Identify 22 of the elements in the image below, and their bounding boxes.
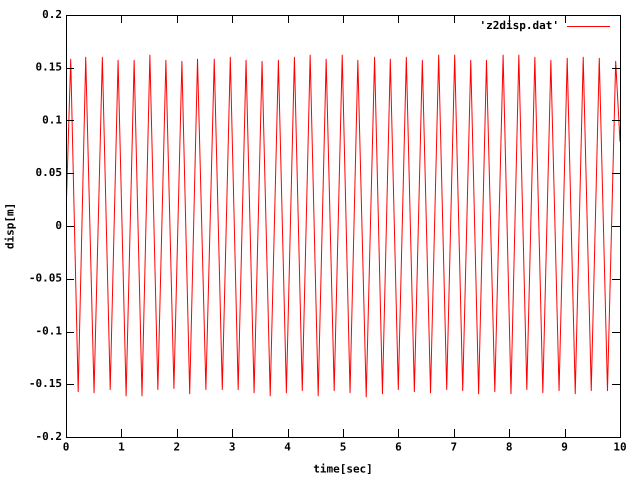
y-tick-label: 0.1 — [42, 113, 62, 126]
x-tick-label: 1 — [118, 440, 126, 454]
x-tick-label: 10 — [613, 440, 627, 454]
y-tick-label: 0.2 — [42, 8, 62, 21]
x-tick-label: 4 — [284, 440, 292, 454]
y-tick-label: 0 — [55, 218, 62, 232]
y-tick-label: 0.05 — [36, 166, 62, 180]
x-tick-label: 7 — [450, 440, 458, 454]
y-tick-label: 0.15 — [36, 60, 62, 74]
y-tick-label: -0.1 — [36, 324, 62, 338]
x-tick-label: 2 — [173, 440, 180, 454]
x-axis-title: time[sec] — [313, 462, 373, 476]
text: 'z2disp.dat' — [480, 18, 559, 32]
y-tick-label: -0.2 — [36, 430, 62, 443]
x-tick-label: 6 — [395, 440, 402, 454]
x-tick-label: 8 — [506, 440, 513, 454]
y-tick-label: -0.15 — [28, 377, 62, 390]
x-tick-label: 9 — [561, 440, 568, 454]
y-tick-label: -0.05 — [28, 272, 62, 285]
x-tick-label: 5 — [340, 440, 346, 454]
x-tick-label: 3 — [228, 440, 236, 454]
y-axis-title: disp[m] — [3, 202, 16, 250]
